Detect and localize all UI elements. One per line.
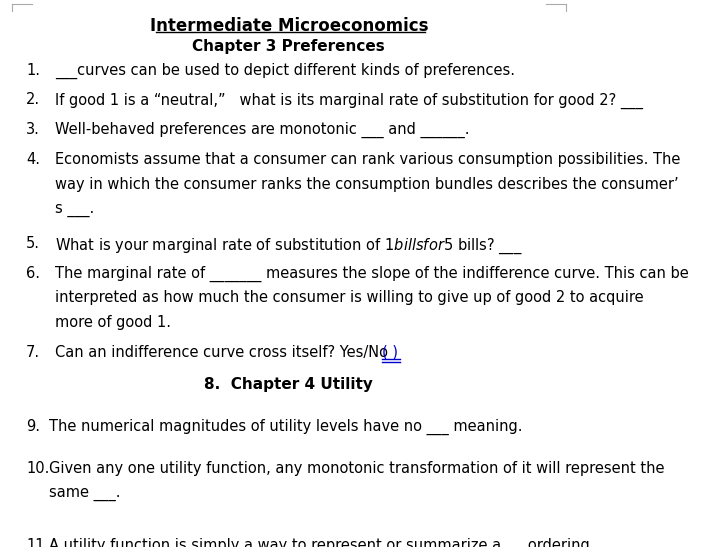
Text: 3.: 3. [26, 122, 40, 137]
Text: The numerical magnitudes of utility levels have no ___ meaning.: The numerical magnitudes of utility leve… [49, 419, 523, 435]
Text: way in which the consumer ranks the consumption bundles describes the consumer’: way in which the consumer ranks the cons… [55, 177, 679, 192]
Text: Given any one utility function, any monotonic transformation of it will represen: Given any one utility function, any mono… [49, 461, 664, 476]
Text: What is your marginal rate of substitution of $1 bills for $5 bills? ___: What is your marginal rate of substituti… [55, 236, 523, 255]
Text: ( ): ( ) [382, 345, 399, 360]
Text: interpreted as how much the consumer is willing to give up of good 2 to acquire: interpreted as how much the consumer is … [55, 290, 644, 305]
Text: 10.: 10. [26, 461, 49, 476]
Text: s ___.: s ___. [55, 202, 94, 217]
Text: ___curves can be used to depict different kinds of preferences.: ___curves can be used to depict differen… [55, 63, 515, 79]
Text: Economists assume that a consumer can rank various consumption possibilities. Th: Economists assume that a consumer can ra… [55, 152, 680, 167]
Text: 1.: 1. [26, 63, 40, 78]
Text: Well-behaved preferences are monotonic ___ and ______.: Well-behaved preferences are monotonic _… [55, 122, 469, 138]
Text: more of good 1.: more of good 1. [55, 315, 171, 330]
Text: The marginal rate of _______ measures the slope of the indifference curve. This : The marginal rate of _______ measures th… [55, 266, 689, 282]
Text: 5.: 5. [26, 236, 40, 251]
Text: 7.: 7. [26, 345, 40, 360]
Text: If good 1 is a “neutral,”   what is its marginal rate of substitution for good 2: If good 1 is a “neutral,” what is its ma… [55, 92, 643, 108]
Text: A utility function is simply a way to represent or summarize a ___ordering.: A utility function is simply a way to re… [49, 538, 595, 547]
Text: 4.: 4. [26, 152, 40, 167]
Text: 11.: 11. [26, 538, 49, 547]
Text: Chapter 3 Preferences: Chapter 3 Preferences [192, 39, 385, 54]
Text: 8.  Chapter 4 Utility: 8. Chapter 4 Utility [204, 377, 373, 392]
Text: 2.: 2. [26, 92, 40, 107]
Text: 9.: 9. [26, 419, 40, 434]
Text: 6.: 6. [26, 266, 40, 281]
Text: Can an indifference curve cross itself? Yes/No: Can an indifference curve cross itself? … [55, 345, 392, 360]
Text: Intermediate Microeconomics: Intermediate Microeconomics [150, 16, 428, 34]
Text: same ___.: same ___. [49, 486, 120, 501]
